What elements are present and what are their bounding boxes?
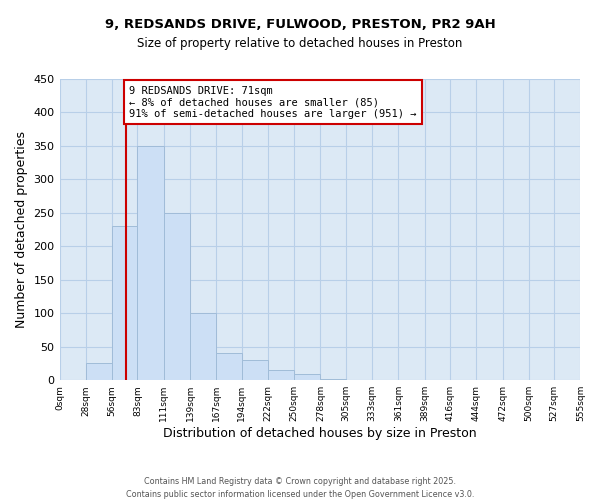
Bar — [86, 364, 112, 380]
X-axis label: Distribution of detached houses by size in Preston: Distribution of detached houses by size … — [163, 427, 477, 440]
Bar — [320, 379, 346, 380]
Text: Contains HM Land Registry data © Crown copyright and database right 2025.: Contains HM Land Registry data © Crown c… — [144, 478, 456, 486]
Y-axis label: Number of detached properties: Number of detached properties — [15, 131, 28, 328]
Bar — [268, 370, 294, 380]
Bar — [164, 213, 190, 380]
Text: 9, REDSANDS DRIVE, FULWOOD, PRESTON, PR2 9AH: 9, REDSANDS DRIVE, FULWOOD, PRESTON, PR2… — [104, 18, 496, 30]
Text: Size of property relative to detached houses in Preston: Size of property relative to detached ho… — [137, 38, 463, 51]
Bar — [190, 314, 216, 380]
Bar — [137, 146, 164, 380]
Text: Contains public sector information licensed under the Open Government Licence v3: Contains public sector information licen… — [126, 490, 474, 499]
Text: 9 REDSANDS DRIVE: 71sqm
← 8% of detached houses are smaller (85)
91% of semi-det: 9 REDSANDS DRIVE: 71sqm ← 8% of detached… — [129, 86, 416, 119]
Bar — [216, 354, 242, 380]
Bar — [294, 374, 320, 380]
Bar — [242, 360, 268, 380]
Bar — [112, 226, 137, 380]
